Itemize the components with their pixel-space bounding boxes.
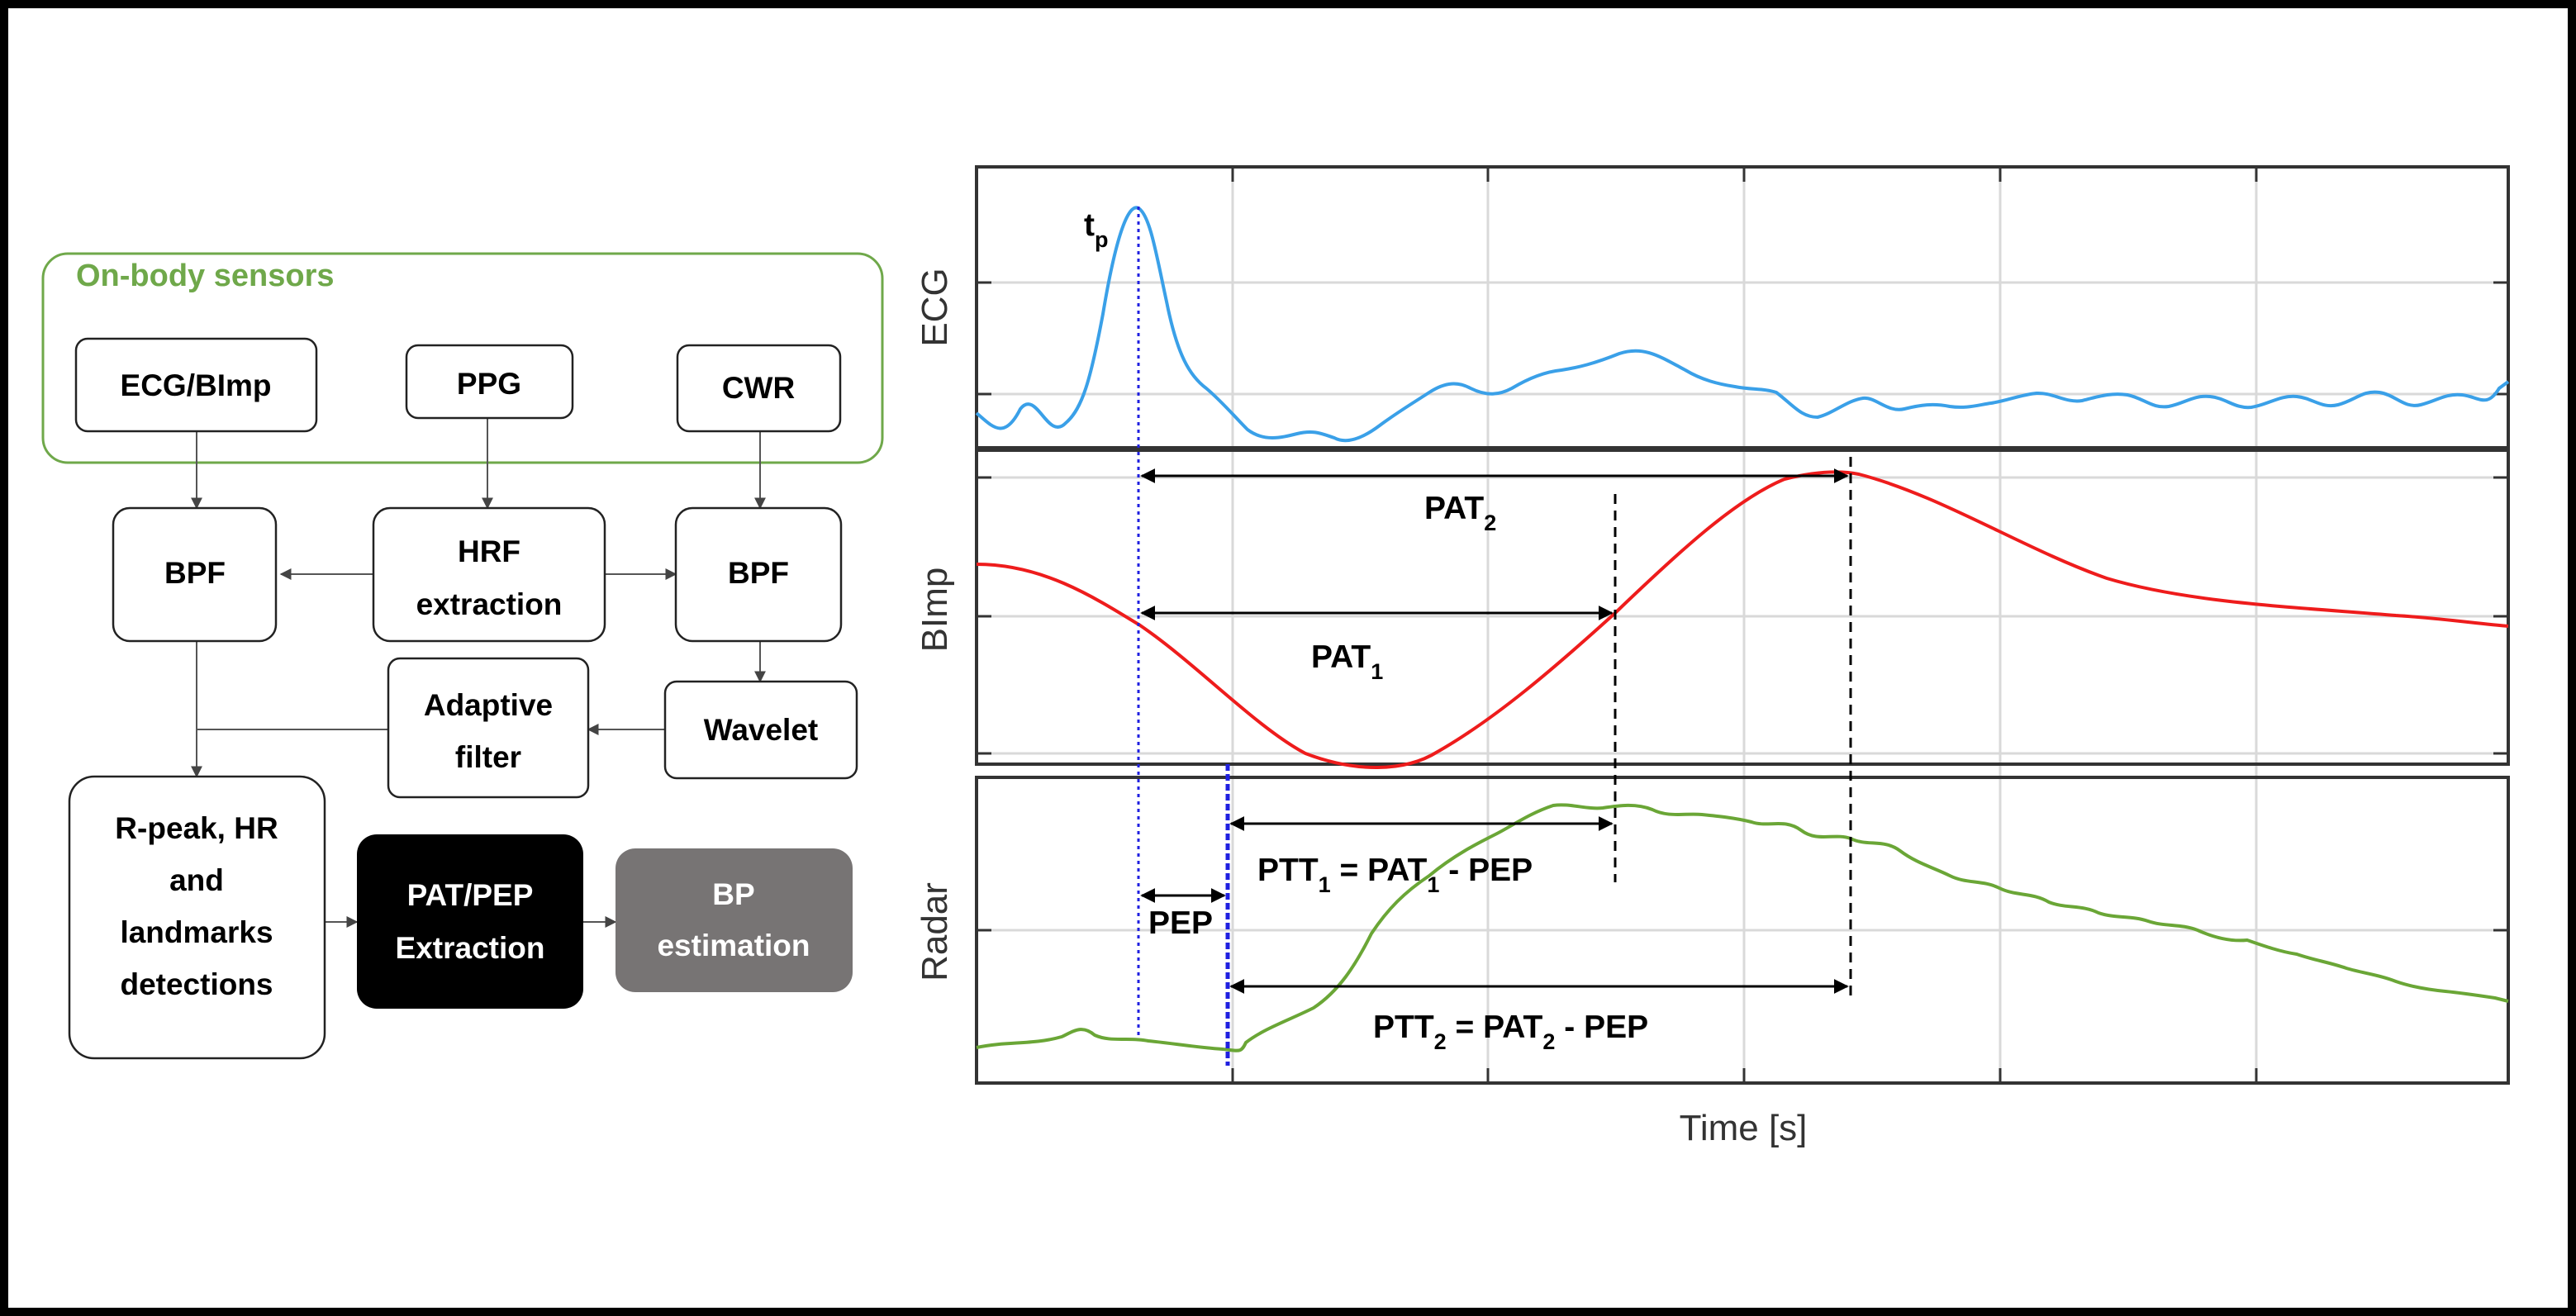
node-bp-estimation: BP estimation (615, 848, 853, 992)
node-adaptive-line2: filter (455, 740, 521, 774)
time-xlabel: Time [s] (1680, 1108, 1808, 1148)
radar-ylabel: Radar (915, 882, 955, 981)
node-rpeak-line4: detections (120, 967, 273, 1001)
sensor-group-label: On-body sensors (76, 259, 335, 293)
node-ecg-bimp: ECG/BImp (74, 337, 318, 433)
node-patpep-line2: Extraction (396, 931, 545, 965)
bimp-ylabel: BImp (915, 568, 955, 653)
node-hrf-line2: extraction (416, 587, 563, 621)
node-rpeak-detection: R-peak, HR and landmarks detections (68, 775, 326, 1060)
interval-arrows (1140, 468, 1849, 994)
sensor-group-border (41, 252, 884, 464)
node-bpf-right: BPF (674, 506, 843, 643)
node-wavelet-label: Wavelet (704, 713, 818, 747)
node-adaptive-filter: Adaptive filter (387, 657, 590, 799)
node-adaptive-line1: Adaptive (424, 688, 553, 722)
ecg-ylabel: ECG (915, 268, 955, 346)
node-cwr-label: CWR (722, 371, 795, 405)
node-rpeak-line3: landmarks (120, 915, 273, 949)
node-patpep-extraction: PAT/PEP Extraction (357, 834, 583, 1009)
plot-gridlines (977, 167, 2508, 1083)
ecg-waveform (975, 206, 2510, 443)
plot-ticks (977, 167, 2508, 1083)
node-bp-line1: BP (712, 877, 754, 911)
ptt2-label: PTT2 = PAT2 - PEP (1373, 1010, 1648, 1054)
bimp-panel-frame (975, 449, 2510, 766)
ecg-panel-frame (975, 165, 2510, 449)
node-hrf-line1: HRF (458, 534, 520, 568)
node-rpeak-line1: R-peak, HR (115, 811, 278, 845)
node-bp-line2: estimation (657, 929, 810, 962)
node-bpf-left-label: BPF (164, 556, 226, 590)
radar-waveform (976, 803, 2509, 1052)
pat1-label: PAT1 (1311, 639, 1383, 684)
flowchart: On-body sensors ECG/BImp PPG CWR (41, 252, 884, 1060)
node-hrf-extraction: HRF extraction (372, 506, 606, 643)
node-ppg: PPG (405, 344, 574, 420)
node-ppg-label: PPG (457, 367, 521, 401)
node-bpf-left: BPF (112, 506, 278, 643)
ptt1-label: PTT1 = PAT1 - PEP (1257, 853, 1533, 897)
node-rpeak-line2: and (169, 863, 224, 897)
node-wavelet: Wavelet (663, 680, 858, 780)
node-bpf-right-label: BPF (728, 556, 789, 590)
pep-label: PEP (1148, 905, 1213, 941)
node-patpep-line1: PAT/PEP (407, 878, 534, 912)
signal-plots: tp PAT2 PAT1 PTT1 = PAT1 - PEP PEP PTT2 … (915, 165, 2510, 1148)
node-cwr: CWR (676, 344, 842, 433)
pat2-label: PAT2 (1424, 491, 1496, 535)
tp-label: tp (1084, 207, 1109, 252)
flow-connectors (191, 418, 766, 928)
canvas-background (8, 8, 2568, 1308)
node-ecg-bimp-label: ECG/BImp (121, 368, 272, 402)
bimp-waveform (976, 470, 2509, 769)
